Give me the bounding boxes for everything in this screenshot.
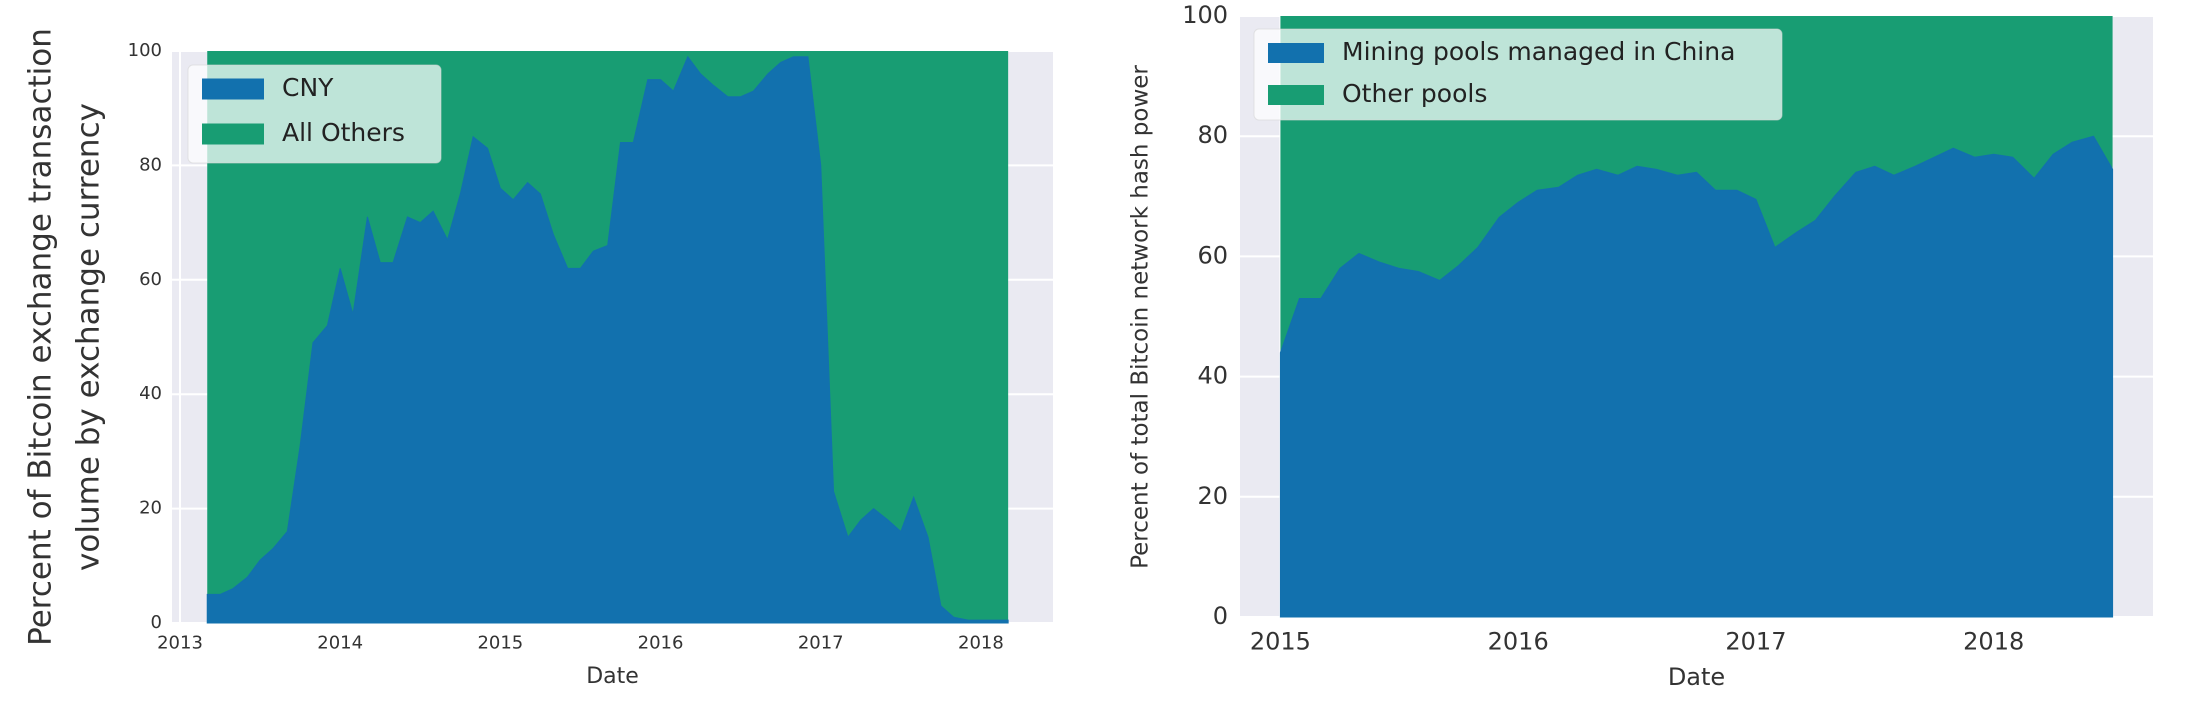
y-tick-label: 80 <box>139 154 162 175</box>
area-series-cny <box>206 55 1009 624</box>
x-tick-label: 2016 <box>638 632 684 653</box>
x-axis-label: Date <box>1668 663 1725 691</box>
x-tick-label: 2017 <box>798 632 844 653</box>
legend-box <box>1253 28 1783 121</box>
x-tick-label: 2014 <box>317 632 363 653</box>
y-tick-label: 100 <box>128 40 162 61</box>
y-axis-label: Percent of Bitcoin exchange transaction <box>23 28 59 646</box>
y-tick-label: 100 <box>1182 1 1228 29</box>
legend-swatch <box>1268 43 1324 63</box>
x-tick-label: 2017 <box>1725 627 1786 655</box>
y-tick-label: 80 <box>1197 121 1228 149</box>
x-tick-label: 2016 <box>1488 627 1549 655</box>
legend-swatch <box>202 123 264 145</box>
y-tick-label: 60 <box>139 269 162 290</box>
legend-label: CNY <box>282 73 334 102</box>
legend-label: All Others <box>282 118 405 147</box>
y-axis-label: Percent of total Bitcoin network hash po… <box>1128 65 1154 569</box>
chart-exchange-volume-by-currency: 0 20 40 60 80 100 2013 2014 2015 2016 2017 2018 Date… <box>23 28 1053 689</box>
x-tick-label: 2018 <box>958 632 1004 653</box>
legend-label: Mining pools managed in China <box>1342 37 1735 66</box>
y-tick-label: 0 <box>151 612 162 633</box>
y-tick-label: 0 <box>1213 602 1228 630</box>
x-tick-label: 2013 <box>157 632 203 653</box>
legend: CNY All Others <box>187 64 442 164</box>
x-tick-label: 2015 <box>1250 627 1311 655</box>
legend-label: Other pools <box>1342 79 1487 108</box>
x-tick-label: 2018 <box>1963 627 2024 655</box>
legend-swatch <box>202 78 264 100</box>
y-tick-label: 20 <box>1197 482 1228 510</box>
y-tick-label: 40 <box>1197 362 1228 390</box>
y-tick-label: 60 <box>1197 241 1228 269</box>
legend: Mining pools managed in China Other pools <box>1253 28 1783 121</box>
x-axis-label: Date <box>586 664 639 689</box>
legend-swatch <box>1268 85 1324 105</box>
area-series-mining-pools-managed-in-china <box>1279 135 2114 618</box>
y-axis-label: volume by exchange currency <box>71 103 107 571</box>
y-tick-label: 40 <box>139 383 162 404</box>
x-tick-label: 2015 <box>477 632 523 653</box>
chart-hash-power-by-pool-location: 0 20 40 60 80 100 2015 2016 2017 2018 Date Percent … <box>1128 1 2153 691</box>
y-tick-label: 20 <box>139 498 162 519</box>
